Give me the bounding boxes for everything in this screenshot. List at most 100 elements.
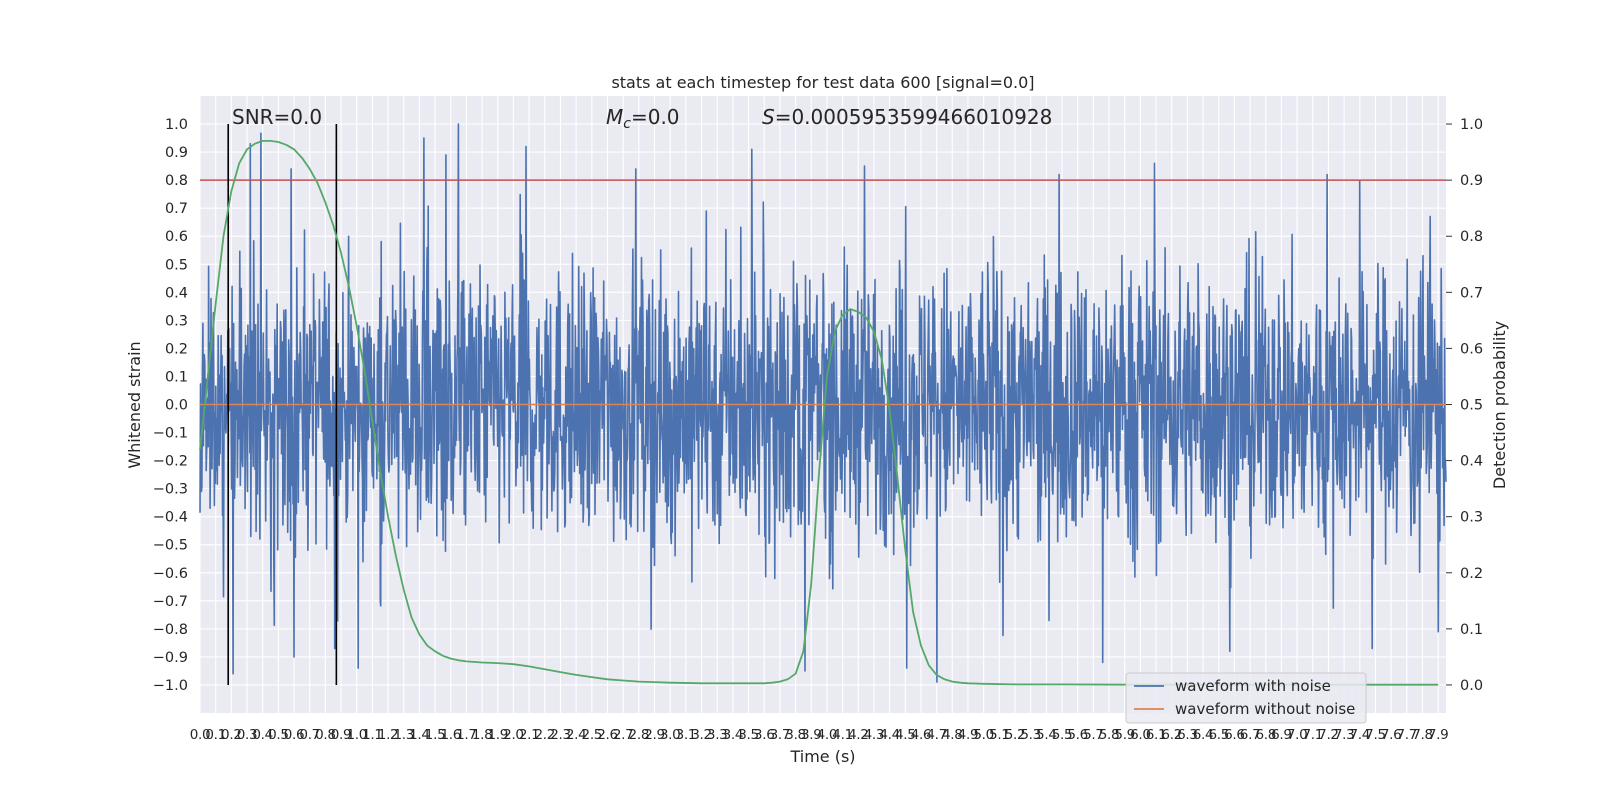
x-tick-label: 6.4 bbox=[1193, 727, 1214, 743]
y-right-tick-label: 0.3 bbox=[1460, 510, 1483, 526]
x-tick-label: 2.4 bbox=[566, 727, 587, 743]
x-tick-label: 1.3 bbox=[393, 727, 414, 743]
x-tick-label: 4.8 bbox=[942, 727, 963, 743]
series-detection-probability bbox=[199, 140, 1439, 686]
legend-label-clean: waveform without noise bbox=[1175, 700, 1355, 718]
y-right-tick-label: 0.2 bbox=[1460, 566, 1483, 582]
x-tick-label: 0.0 bbox=[190, 727, 211, 743]
y-tick-label: 1.0 bbox=[165, 117, 188, 133]
x-tick-label: 5.2 bbox=[1005, 727, 1026, 743]
y-right-tick-label: 0.8 bbox=[1460, 229, 1483, 245]
chart-overlays bbox=[199, 124, 1446, 686]
x-tick-label: 6.8 bbox=[1255, 727, 1276, 743]
x-tick-label: 0.4 bbox=[252, 727, 273, 743]
x-tick-label: 6.2 bbox=[1161, 727, 1182, 743]
x-tick-label: 0.2 bbox=[221, 727, 242, 743]
y-tick-label: 0.9 bbox=[165, 145, 188, 161]
x-tick-label: 5.6 bbox=[1067, 727, 1088, 743]
x-tick-label: 7.1 bbox=[1302, 727, 1323, 743]
x-tick-label: 6.0 bbox=[1130, 727, 1151, 743]
y-tick-label: 0.0 bbox=[165, 398, 188, 414]
x-tick-label: 4.4 bbox=[879, 727, 900, 743]
y-right-tick-label: 0.6 bbox=[1460, 341, 1483, 357]
legend-box bbox=[1125, 672, 1367, 724]
y-right-tick-label: 0.5 bbox=[1460, 398, 1483, 414]
x-tick-label: 5.4 bbox=[1036, 727, 1057, 743]
x-tick-label: 2.9 bbox=[644, 727, 665, 743]
x-tick-label: 5.0 bbox=[973, 727, 994, 743]
x-tick-label: 2.1 bbox=[519, 727, 540, 743]
x-tick-label: 5.7 bbox=[1083, 727, 1104, 743]
x-tick-label: 7.3 bbox=[1334, 727, 1355, 743]
x-tick-label: 6.3 bbox=[1177, 727, 1198, 743]
x-tick-label: 1.1 bbox=[362, 727, 383, 743]
x-tick-label: 6.9 bbox=[1271, 727, 1292, 743]
y-tick-label: 0.6 bbox=[165, 229, 188, 245]
x-tick-label: 3.5 bbox=[738, 727, 759, 743]
x-tick-label: 7.2 bbox=[1318, 727, 1339, 743]
y-tick-label: −0.5 bbox=[153, 538, 188, 554]
x-tick-label: 3.3 bbox=[707, 727, 728, 743]
x-tick-label: 4.3 bbox=[864, 727, 885, 743]
x-tick-label: 4.6 bbox=[911, 727, 932, 743]
x-tick-label: 5.5 bbox=[1052, 727, 1073, 743]
x-tick-label: 2.7 bbox=[613, 727, 634, 743]
x-tick-label: 4.0 bbox=[817, 727, 838, 743]
x-tick-label: 2.3 bbox=[550, 727, 571, 743]
x-tick-label: 3.7 bbox=[770, 727, 791, 743]
x-tick-label: 2.6 bbox=[597, 727, 618, 743]
x-axis-label: Time (s) bbox=[789, 747, 855, 766]
x-tick-label: 4.5 bbox=[895, 727, 916, 743]
x-tick-label: 0.5 bbox=[268, 727, 289, 743]
x-tick-label: 3.2 bbox=[691, 727, 712, 743]
x-tick-label: 1.4 bbox=[409, 727, 430, 743]
x-tick-label: 7.9 bbox=[1428, 727, 1449, 743]
noise-waveform bbox=[199, 123, 1447, 683]
x-tick-label: 1.5 bbox=[425, 727, 446, 743]
x-tick-label: 3.4 bbox=[723, 727, 744, 743]
x-tick-label: 0.6 bbox=[284, 727, 305, 743]
x-tick-label: 0.3 bbox=[237, 727, 258, 743]
x-tick-label: 5.3 bbox=[1020, 727, 1041, 743]
y-tick-label: 0.7 bbox=[165, 201, 188, 217]
x-tick-label: 0.7 bbox=[299, 727, 320, 743]
x-tick-label: 2.0 bbox=[503, 727, 524, 743]
x-tick-label: 1.8 bbox=[472, 727, 493, 743]
y-right-tick-label: 0.0 bbox=[1460, 678, 1483, 694]
x-tick-label: 2.2 bbox=[535, 727, 556, 743]
y-tick-label: 0.8 bbox=[165, 173, 188, 189]
x-tick-label: 6.7 bbox=[1240, 727, 1261, 743]
y-tick-label: −0.8 bbox=[153, 622, 188, 638]
legend-label-noise: waveform with noise bbox=[1175, 677, 1331, 695]
x-tick-label: 4.1 bbox=[832, 727, 853, 743]
y-tick-label: −0.4 bbox=[153, 510, 188, 526]
y-tick-label: −0.1 bbox=[153, 426, 188, 442]
y-tick-label: −1.0 bbox=[153, 678, 188, 694]
x-tick-label: 3.6 bbox=[754, 727, 775, 743]
x-tick-label: 5.9 bbox=[1114, 727, 1135, 743]
y-tick-label: 0.2 bbox=[165, 341, 188, 357]
x-tick-label: 6.1 bbox=[1146, 727, 1167, 743]
y-tick-label: −0.7 bbox=[153, 594, 188, 610]
x-tick-label: 1.2 bbox=[378, 727, 399, 743]
x-tick-label: 3.9 bbox=[801, 727, 822, 743]
x-tick-label: 2.5 bbox=[582, 727, 603, 743]
y-right-tick-label: 1.0 bbox=[1460, 117, 1483, 133]
x-tick-label: 7.4 bbox=[1350, 727, 1371, 743]
x-tick-label: 0.1 bbox=[205, 727, 226, 743]
x-tick-label: 3.0 bbox=[660, 727, 681, 743]
snr-annotation: SNR=0.0 bbox=[232, 105, 322, 129]
x-tick-label: 7.6 bbox=[1381, 727, 1402, 743]
y-tick-label: 0.5 bbox=[165, 257, 188, 273]
x-tick-label: 7.5 bbox=[1365, 727, 1386, 743]
y-axis-label-right: Detection probability bbox=[1490, 321, 1509, 489]
tick-labels: 0.00.10.20.30.40.50.60.70.80.91.01.11.21… bbox=[153, 117, 1483, 743]
y-right-tick-label: 0.7 bbox=[1460, 285, 1483, 301]
series-waveform-with-noise bbox=[199, 123, 1447, 683]
x-tick-label: 3.8 bbox=[785, 727, 806, 743]
y-right-tick-label: 0.9 bbox=[1460, 173, 1483, 189]
y-axis-label: Whitened strain bbox=[125, 341, 144, 468]
y-tick-label: 0.3 bbox=[165, 313, 188, 329]
y-tick-label: −0.6 bbox=[153, 566, 188, 582]
x-tick-label: 6.6 bbox=[1224, 727, 1245, 743]
